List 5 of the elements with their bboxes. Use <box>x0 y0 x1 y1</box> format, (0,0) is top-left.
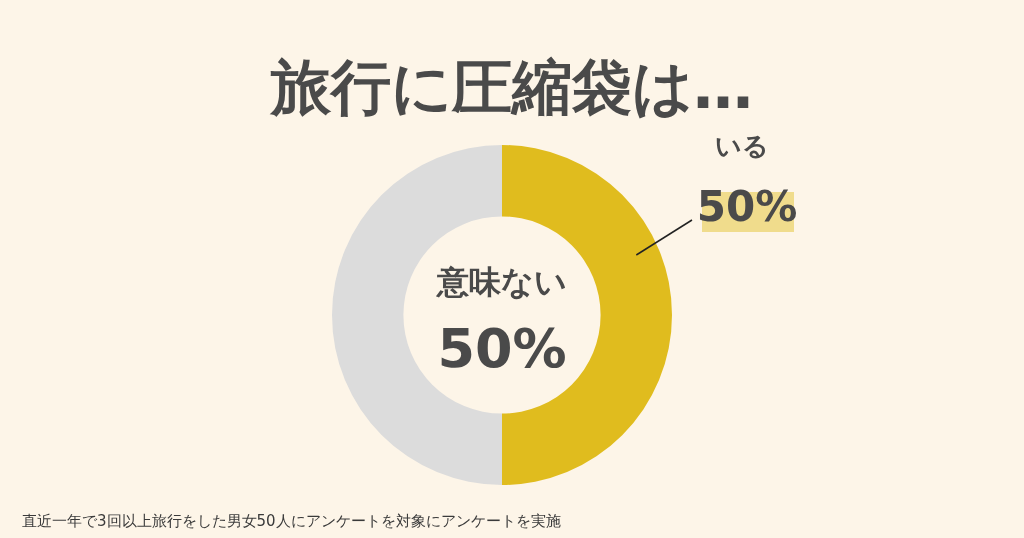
chart-title: 旅行に圧縮袋は… <box>269 51 754 124</box>
data-label: 50% <box>437 317 567 381</box>
slice-label: 意味ない <box>435 263 567 302</box>
slice-label: いる <box>715 130 769 161</box>
text: 直近一年で3回以上旅行をした男女50人にアンケートを対象にアンケートを実施 <box>22 512 561 531</box>
